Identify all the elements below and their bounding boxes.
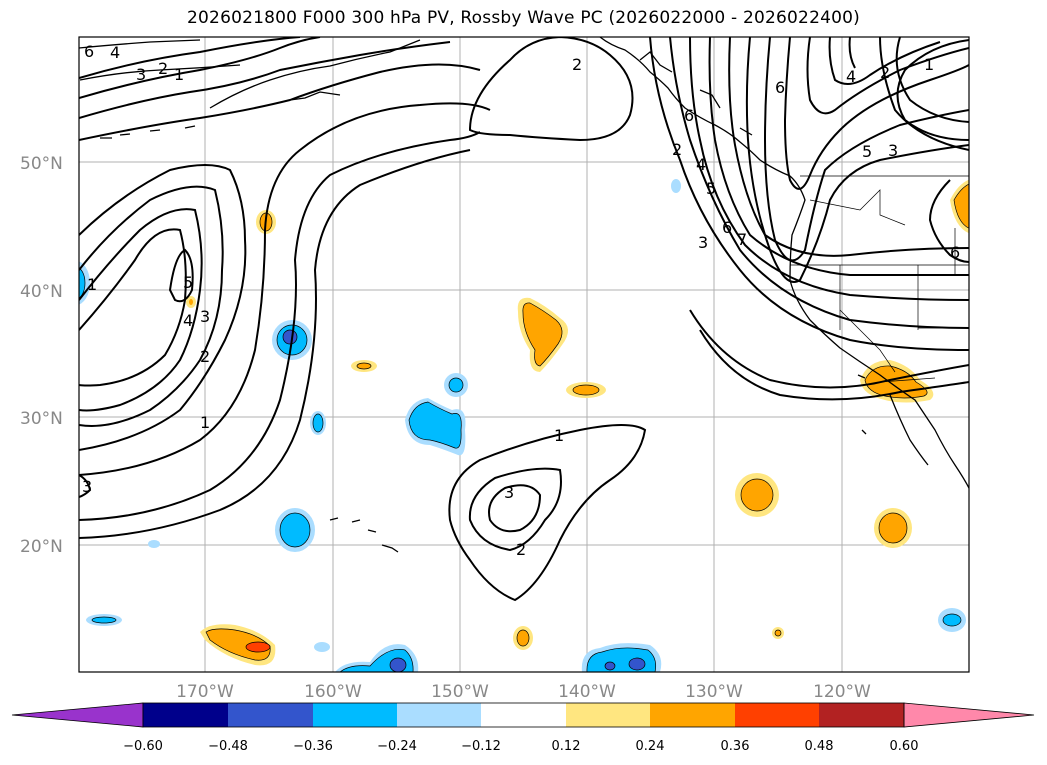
lat-label-50: 50°N [20,154,63,174]
colorbar-segment [313,703,397,727]
colorbar-segment [228,703,313,727]
contour-label: 7 [737,230,747,249]
contour-label: 2 [516,540,526,559]
contour-label: 5 [183,273,193,292]
contour-label: 2 [572,55,582,74]
colorbar-segment [397,703,481,727]
contour-label: 2 [880,63,890,82]
contour-label: 6 [722,218,732,237]
colorbar-tick-label: −0.48 [208,739,248,754]
colorbar-segment [143,703,228,727]
contour-label: 3 [136,65,146,84]
colorbar-segment [481,703,566,727]
contour-label: 1 [200,413,210,432]
contour-label: 5 [862,142,872,161]
colorbar-tick-label: −0.24 [377,739,417,754]
lon-label-130w: 130°W [685,682,743,702]
contour-label: 1 [924,55,934,74]
contour-label: 6 [950,243,960,262]
contour-label: 3 [698,233,708,252]
contour-label: 3 [888,141,898,160]
colorbar: −0.60 −0.48 −0.36 −0.24 −0.12 0.12 0.24 … [11,702,1035,754]
contour-labels: 6 4 3 2 1 2 1 4 3 5 2 1 3 1 3 2 2 4 5 6 … [82,42,960,559]
contour-label: 6 [684,106,694,125]
colorbar-segment [819,703,904,727]
contour-label: 3 [200,307,210,326]
contour-label: 3 [82,477,92,496]
contour-label: 4 [183,311,193,330]
colorbar-segment [566,703,650,727]
colorbar-tick-label: 0.48 [805,739,834,754]
lon-label-160w: 160°W [304,682,362,702]
colorbar-tick-label: −0.12 [461,739,501,754]
graticule [79,37,969,672]
political-borders [790,175,969,383]
contour-label: 3 [504,483,514,502]
colorbar-tick-label: −0.60 [123,739,163,754]
lat-label-30: 30°N [20,409,63,429]
contour-label: 1 [554,426,564,445]
lon-label-150w: 150°W [431,682,489,702]
map-plot-area: 6 4 3 2 1 2 1 4 3 5 2 1 3 1 3 2 2 4 5 6 … [79,37,969,672]
lon-label-140w: 140°W [558,682,616,702]
map-title: 2026021800 F000 300 hPa PV, Rossby Wave … [187,8,860,28]
pv-contours [79,37,969,602]
contour-label: 1 [87,275,97,294]
lat-label-20: 20°N [20,537,63,557]
colorbar-extend-high [903,702,1035,728]
contour-label: 1 [174,65,184,84]
colorbar-tick-label: 0.36 [721,739,750,754]
pv-anomaly-fills [79,179,969,672]
map-frame [78,36,970,673]
contour-label: 2 [158,59,168,78]
contour-label: 4 [696,155,706,174]
colorbar-tick-label: −0.36 [293,739,333,754]
coastlines [79,37,969,553]
lon-label-120w: 120°W [813,682,871,702]
contour-label: 6 [84,42,94,61]
contour-label: 2 [200,347,210,366]
contour-label: 5 [706,179,716,198]
contour-label: 2 [672,140,682,159]
contour-label: 6 [775,78,785,97]
colorbar-segment [735,703,819,727]
lon-label-170w: 170°W [176,682,234,702]
latitude-labels: 50°N 40°N 30°N 20°N [20,154,63,557]
contour-label: 4 [110,43,120,62]
colorbar-tick-label: 0.60 [890,739,919,754]
colorbar-tick-label: 0.24 [636,739,665,754]
lat-label-40: 40°N [20,282,63,302]
colorbar-extend-low [11,702,144,728]
longitude-labels: 170°W 160°W 150°W 140°W 130°W 120°W [176,682,871,702]
colorbar-tick-label: 0.12 [552,739,581,754]
colorbar-segment [650,703,735,727]
contour-label: 4 [846,67,856,86]
